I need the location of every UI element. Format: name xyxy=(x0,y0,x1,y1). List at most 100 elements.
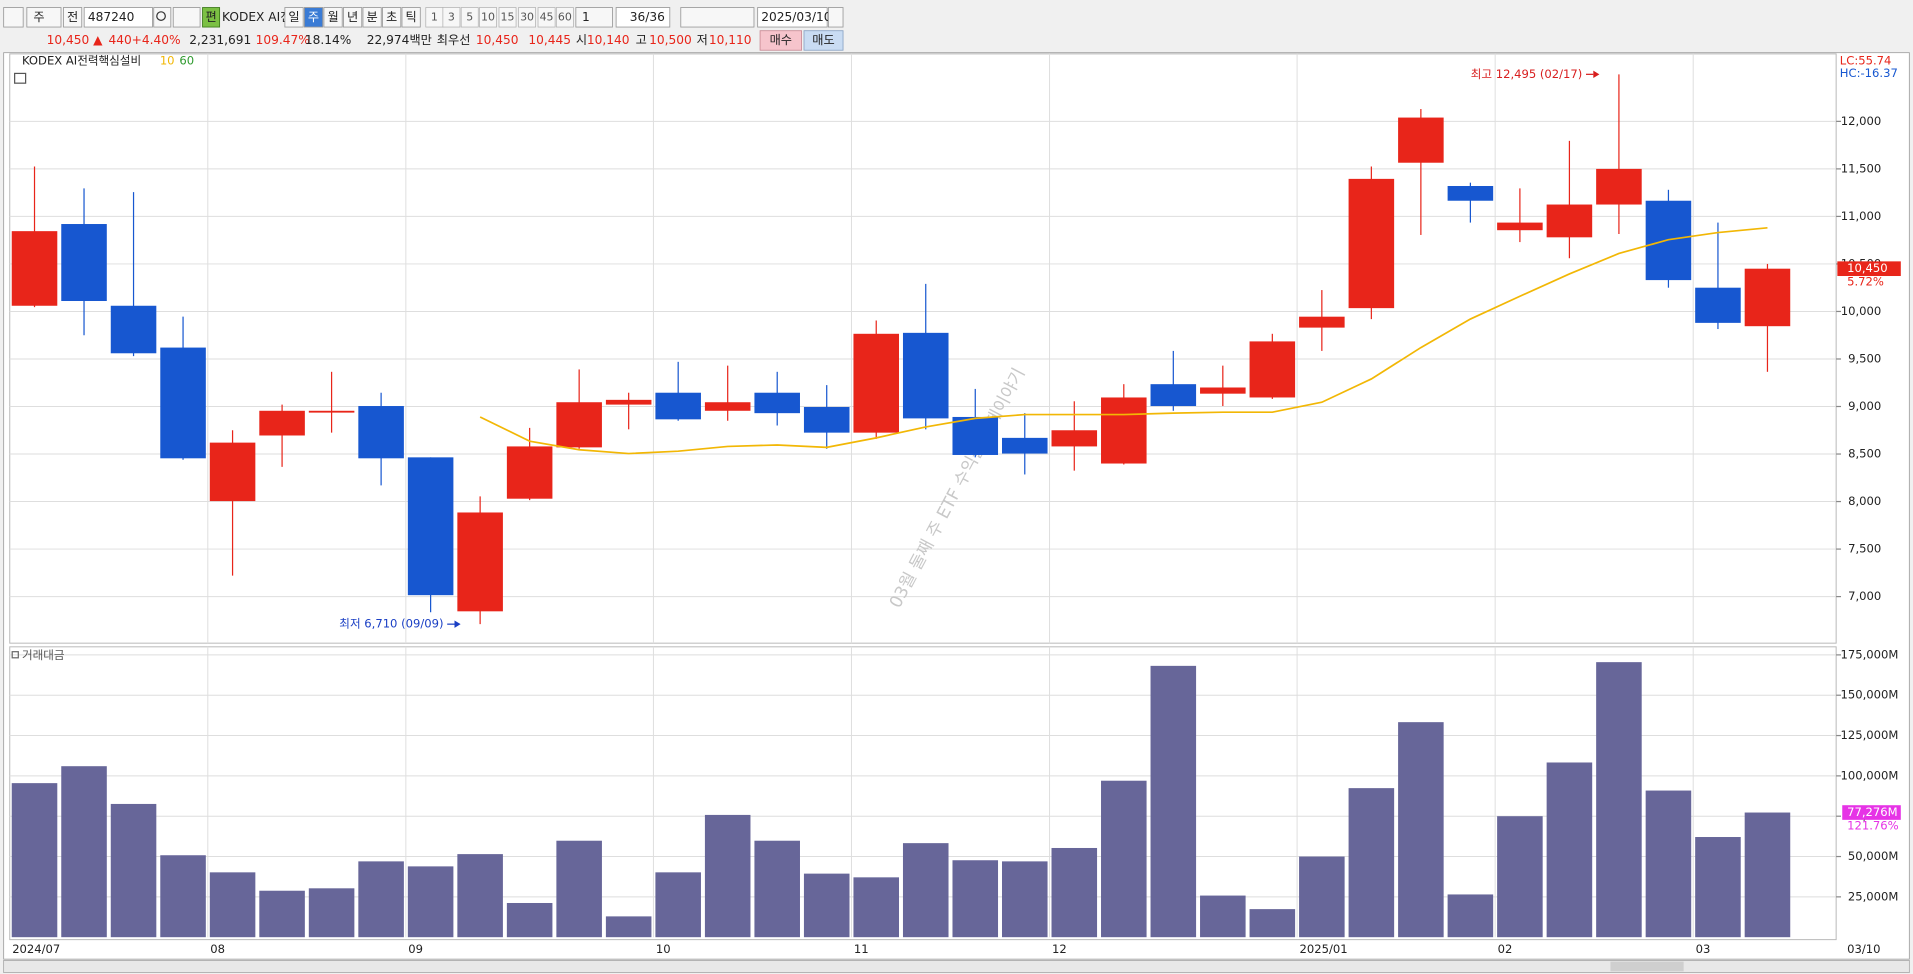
scrollbar[interactable] xyxy=(3,960,1910,973)
bar xyxy=(655,872,701,938)
period-text: 월 xyxy=(327,10,338,24)
compare-button[interactable] xyxy=(63,7,83,28)
panel-icon[interactable] xyxy=(14,72,27,84)
legend-entry: 60 xyxy=(179,54,194,68)
candle-body xyxy=(1101,397,1147,464)
low-annotation: 최저 6,710 (09/09) xyxy=(339,617,443,631)
period-button[interactable] xyxy=(343,7,363,28)
minute-text: 60 xyxy=(558,10,572,23)
candle-body xyxy=(1001,437,1048,454)
bar xyxy=(1497,816,1543,938)
edit-button[interactable] xyxy=(202,7,221,28)
date-box[interactable] xyxy=(757,7,828,28)
sound-button[interactable] xyxy=(172,7,201,28)
candle-body xyxy=(1299,316,1345,328)
y-tick-label: 8,000 xyxy=(1848,494,1881,508)
y-tick-label: 175,000M xyxy=(1840,647,1898,661)
volume-panel xyxy=(9,646,1837,941)
bar xyxy=(457,854,503,938)
y-tick-label: 10,000 xyxy=(1841,304,1882,318)
x-tick-label: 10 xyxy=(656,942,671,956)
y-tick-label: 9,000 xyxy=(1848,399,1881,413)
open-label: 시 xyxy=(576,33,587,47)
count-box[interactable] xyxy=(615,7,671,28)
minute-text: 30 xyxy=(520,10,534,23)
bar xyxy=(61,766,107,938)
bar xyxy=(1645,790,1692,938)
bar xyxy=(358,861,404,938)
x-tick-label: 12 xyxy=(1052,942,1067,956)
x-tick-label: 2025/01 xyxy=(1300,942,1348,956)
best-label: 최우선 xyxy=(437,33,471,47)
minute-button[interactable] xyxy=(537,7,556,28)
count-text: 36/36 xyxy=(630,10,665,24)
candle-body xyxy=(952,416,999,455)
candle-body xyxy=(1546,204,1593,238)
bar xyxy=(952,860,999,938)
period-button[interactable] xyxy=(323,7,343,28)
scroll-thumb[interactable] xyxy=(1610,961,1684,972)
bar xyxy=(1744,812,1791,938)
calendar-button[interactable] xyxy=(827,7,844,28)
minute-text: 45 xyxy=(540,10,554,23)
unit-select[interactable] xyxy=(26,7,62,28)
y-tick-label: 9,500 xyxy=(1848,351,1881,365)
minute-button[interactable] xyxy=(479,7,497,28)
candle-body xyxy=(754,392,800,414)
bar xyxy=(853,877,900,938)
period-button[interactable] xyxy=(284,7,304,28)
search-button[interactable] xyxy=(153,7,172,28)
period-button[interactable] xyxy=(382,7,402,28)
minute-button[interactable] xyxy=(555,7,574,28)
toolbar: 주 전 487240 편 KODEX AI전 1 36/36 2025/03/1… xyxy=(3,7,844,28)
bar xyxy=(1051,847,1098,938)
compare-text: 전 xyxy=(67,10,78,24)
bar xyxy=(259,890,305,938)
panel-icon xyxy=(11,651,19,659)
y-tick-label: 8,500 xyxy=(1848,447,1881,461)
y-tick-label: 12,000 xyxy=(1841,114,1882,128)
buy-text: 매수 xyxy=(770,33,792,47)
period-button[interactable] xyxy=(362,7,382,28)
bar xyxy=(506,902,553,938)
bar xyxy=(1398,722,1444,938)
period-text: 초 xyxy=(386,10,397,24)
code-text: 487240 xyxy=(88,10,135,24)
volume-ratio: 109.47% xyxy=(256,33,310,47)
multiplier-select[interactable] xyxy=(575,7,613,28)
candle-body xyxy=(358,406,404,459)
minute-button[interactable] xyxy=(498,7,517,28)
bar xyxy=(605,916,652,938)
minute-button[interactable] xyxy=(442,7,461,28)
bar xyxy=(1546,762,1593,938)
minute-text: 5 xyxy=(466,10,473,23)
x-tick-label: 2024/07 xyxy=(12,942,60,956)
high-annotation-arrowhead xyxy=(1593,70,1600,78)
candle-body xyxy=(11,231,58,306)
change-pct: +4.40% xyxy=(132,33,181,47)
minute-button[interactable] xyxy=(460,7,479,28)
ask: 10,450 xyxy=(476,33,519,47)
legend-title: KODEX AI전력핵심설비 xyxy=(22,54,141,68)
candle-body xyxy=(1200,387,1246,394)
candle-body xyxy=(1249,341,1296,398)
candle-body xyxy=(1150,384,1197,407)
window-icon[interactable] xyxy=(3,7,24,28)
candle-body xyxy=(1447,186,1494,201)
multiplier-text: 1 xyxy=(582,10,590,24)
x-end-label: 03/10 xyxy=(1847,942,1880,956)
period-button[interactable] xyxy=(303,7,324,28)
bid: 10,445 xyxy=(528,33,571,47)
open: 10,140 xyxy=(587,33,630,47)
high-annotation: 최고 12,495 (02/17) xyxy=(1471,67,1583,81)
date-text: 2025/03/10 xyxy=(761,10,831,24)
buy-button[interactable] xyxy=(759,30,802,51)
sell-button[interactable] xyxy=(803,30,844,51)
candle-body xyxy=(1744,268,1791,327)
minute-button[interactable] xyxy=(518,7,536,28)
code-input[interactable] xyxy=(83,7,153,28)
period-button[interactable] xyxy=(401,7,421,28)
candle-body xyxy=(1398,117,1444,163)
tool-icons[interactable] xyxy=(680,7,755,28)
candle-body xyxy=(209,442,256,502)
